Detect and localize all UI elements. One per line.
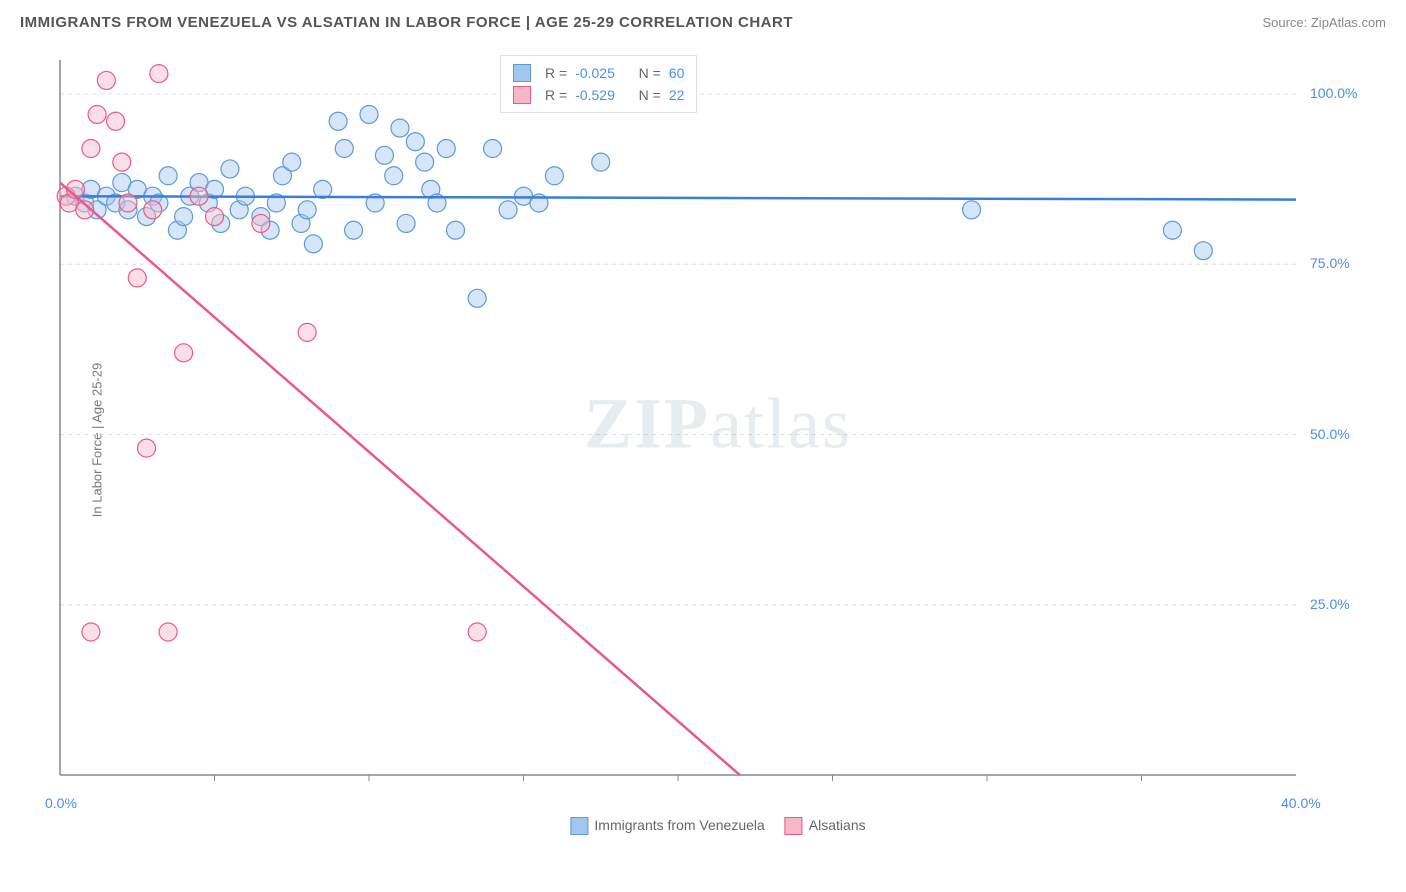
data-point [298, 201, 316, 219]
data-point [82, 623, 100, 641]
series-legend: Immigrants from Venezuela Alsatians [570, 817, 865, 835]
data-point [416, 153, 434, 171]
regression-line [60, 183, 740, 775]
data-point [360, 105, 378, 123]
y-tick-label: 100.0% [1310, 85, 1357, 101]
data-point [138, 439, 156, 457]
data-point [397, 214, 415, 232]
r-value: -0.025 [575, 65, 615, 81]
n-value: 22 [669, 87, 685, 103]
data-point [175, 208, 193, 226]
data-point [150, 65, 168, 83]
data-point [499, 201, 517, 219]
y-tick-label: 25.0% [1310, 596, 1350, 612]
legend-row: R = -0.025 N = 60 [513, 62, 684, 84]
data-point [119, 194, 137, 212]
data-point [335, 140, 353, 158]
legend-item: Alsatians [785, 817, 866, 835]
data-point [88, 105, 106, 123]
chart-title: IMMIGRANTS FROM VENEZUELA VS ALSATIAN IN… [20, 14, 793, 31]
data-point [375, 146, 393, 164]
legend-label: Immigrants from Venezuela [594, 817, 764, 833]
data-point [1163, 221, 1181, 239]
legend-swatch [785, 817, 803, 835]
data-point [345, 221, 363, 239]
data-point [97, 71, 115, 89]
correlation-legend: R = -0.025 N = 60 R = -0.529 N = 22 [500, 55, 697, 113]
data-point [128, 269, 146, 287]
data-point [144, 201, 162, 219]
data-point [406, 133, 424, 151]
data-point [82, 140, 100, 158]
data-point [159, 167, 177, 185]
legend-swatch [513, 64, 531, 82]
data-point [437, 140, 455, 158]
chart-container: In Labor Force | Age 25-29 ZIPatlas R = … [50, 50, 1386, 830]
r-label: R = [545, 87, 567, 103]
source-attribution: Source: ZipAtlas.com [1262, 15, 1386, 30]
r-value: -0.529 [575, 87, 615, 103]
x-tick-label: 40.0% [1281, 795, 1321, 811]
data-point [545, 167, 563, 185]
x-tick-label: 0.0% [45, 795, 77, 811]
n-value: 60 [669, 65, 685, 81]
data-point [221, 160, 239, 178]
data-point [252, 214, 270, 232]
data-point [447, 221, 465, 239]
legend-swatch [570, 817, 588, 835]
data-point [190, 187, 208, 205]
legend-swatch [513, 86, 531, 104]
data-point [468, 623, 486, 641]
data-point [329, 112, 347, 130]
data-point [107, 112, 125, 130]
data-point [484, 140, 502, 158]
y-tick-label: 50.0% [1310, 426, 1350, 442]
n-label: N = [639, 87, 661, 103]
data-point [175, 344, 193, 362]
data-point [298, 323, 316, 341]
data-point [385, 167, 403, 185]
data-point [391, 119, 409, 137]
data-point [963, 201, 981, 219]
legend-label: Alsatians [809, 817, 866, 833]
legend-row: R = -0.529 N = 22 [513, 84, 684, 106]
data-point [468, 289, 486, 307]
data-point [1194, 242, 1212, 260]
data-point [159, 623, 177, 641]
n-label: N = [639, 65, 661, 81]
data-point [283, 153, 301, 171]
data-point [113, 153, 131, 171]
data-point [206, 208, 224, 226]
r-label: R = [545, 65, 567, 81]
data-point [592, 153, 610, 171]
legend-item: Immigrants from Venezuela [570, 817, 764, 835]
y-tick-label: 75.0% [1310, 255, 1350, 271]
scatter-plot [50, 50, 1386, 830]
data-point [304, 235, 322, 253]
